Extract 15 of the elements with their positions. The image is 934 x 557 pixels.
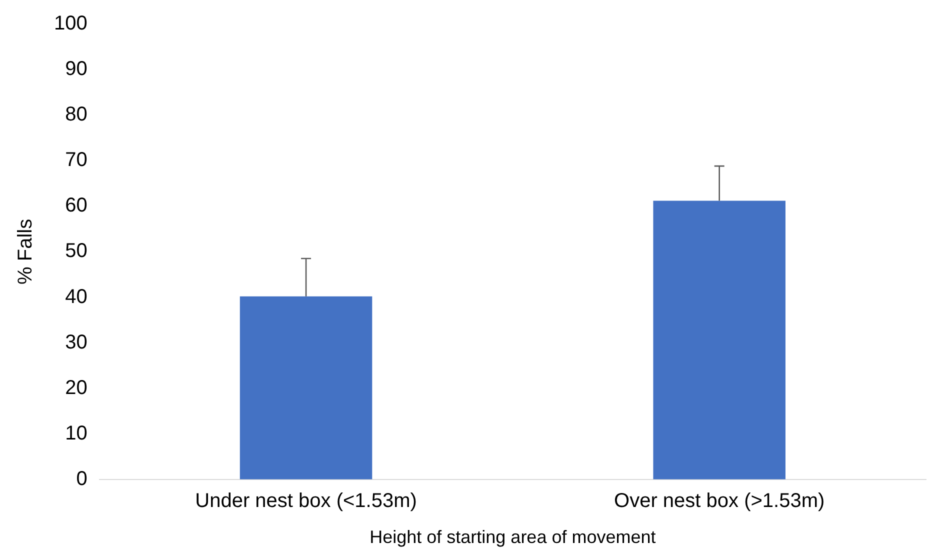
y-tick-label: 60 xyxy=(65,194,88,217)
y-tick-label: 80 xyxy=(65,104,88,126)
y-tick-label: 70 xyxy=(65,149,88,172)
y-tick-label: 50 xyxy=(65,240,88,262)
x-tick-label: Under nest box (<1.53m) xyxy=(195,490,417,512)
y-tick-label: 10 xyxy=(65,422,88,444)
y-tick-label: 20 xyxy=(65,376,88,399)
x-tick-label: Over nest box (>1.53m) xyxy=(614,490,825,512)
y-tick-label: 0 xyxy=(76,468,88,490)
y-tick-label: 40 xyxy=(65,286,88,308)
x-axis-title: Height of starting area of movement xyxy=(370,527,656,548)
y-axis-title: % Falls xyxy=(14,218,37,284)
y-tick-label: 30 xyxy=(65,331,88,354)
y-tick-label: 100 xyxy=(54,12,88,35)
y-tick-label: 90 xyxy=(65,58,88,80)
